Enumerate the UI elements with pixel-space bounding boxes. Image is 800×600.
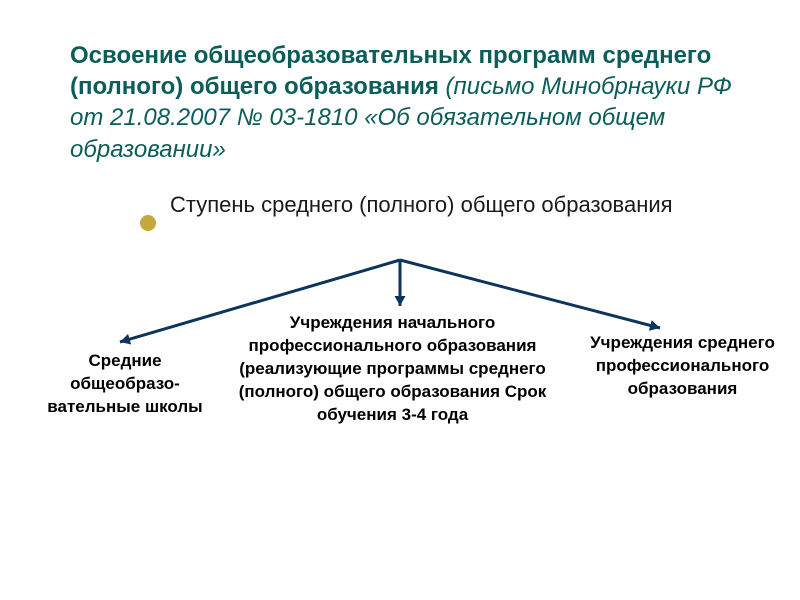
node-npo: Учреждения начального профессионального … <box>235 312 550 427</box>
diagram-root-label: Ступень среднего (полного) общего образо… <box>170 191 800 220</box>
node-spo: Учреждения среднего профессионального об… <box>570 332 795 401</box>
node-schools: Средние общеобразо-вательные школы <box>40 350 210 419</box>
diagram-container: Средние общеобразо-вательные школы Учреж… <box>0 250 800 570</box>
bullet-icon <box>140 215 156 231</box>
